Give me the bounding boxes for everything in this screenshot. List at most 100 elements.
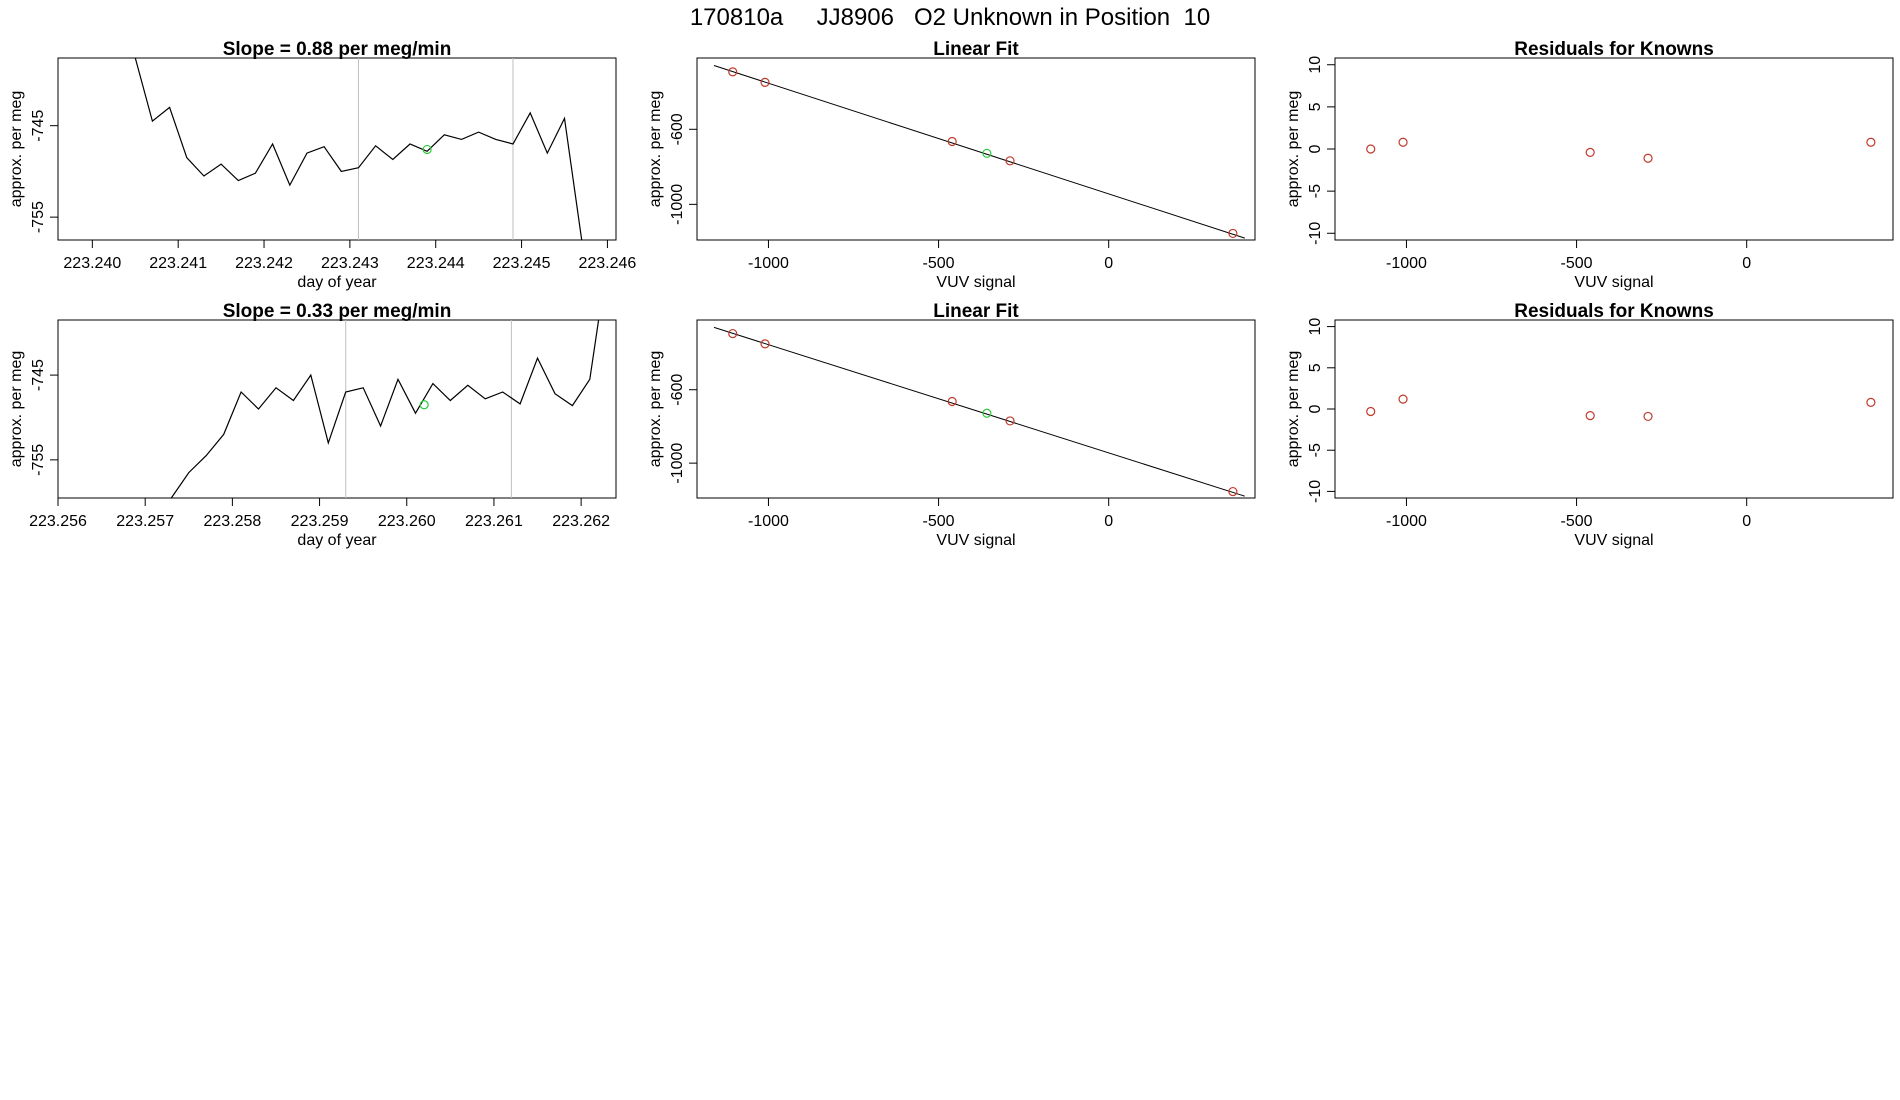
- y-axis-label: approx. per meg: [1285, 351, 1302, 468]
- panel-5: Linear Fit -1000 -500 0 -600 -1000 VUV signal a…: [647, 301, 1256, 549]
- y-axis-label: approx. per meg: [1285, 91, 1302, 208]
- x-tick-label: 223.258: [203, 513, 261, 530]
- y-tick-label: -10: [1307, 480, 1324, 503]
- plot-area: [1366, 137, 1876, 163]
- plot-area: [713, 326, 1245, 497]
- x-axis-label: VUV signal: [936, 532, 1015, 549]
- panel-title: Residuals for Knowns: [1514, 301, 1714, 322]
- panel-1: Slope = 0.88 per meg/min 223.240 223.241 22…: [8, 39, 636, 291]
- panel-4: Slope = 0.33 per meg/min 223.256 223.257 22…: [8, 301, 617, 549]
- known-point: [947, 136, 957, 147]
- x-tick-label: 223.240: [63, 255, 121, 272]
- known-point: [1228, 228, 1238, 239]
- known-point: [760, 77, 770, 87]
- plot-frame: [57, 319, 617, 499]
- x-axis-label: VUV signal: [1574, 274, 1653, 291]
- x-tick-label: -1000: [1386, 513, 1427, 530]
- y-tick-label: -755: [30, 201, 47, 233]
- plot-frame: [696, 57, 1256, 241]
- x-tick-label: 0: [1742, 255, 1751, 272]
- y-tick-label: 5: [1307, 102, 1324, 111]
- unknown-point: [982, 408, 992, 418]
- known-point: [1585, 410, 1595, 421]
- panel-title: Slope = 0.33 per meg/min: [223, 301, 452, 322]
- plot-area: [1366, 394, 1876, 422]
- unknown-point: [419, 400, 429, 410]
- y-tick-label: 10: [1307, 318, 1324, 336]
- x-tick-label: -500: [1561, 255, 1593, 272]
- known-point: [1643, 411, 1653, 422]
- fit-line: [713, 65, 1245, 239]
- x-tick-label: 223.246: [578, 255, 636, 272]
- x-tick-label: 223.261: [465, 513, 523, 530]
- x-tick-label: 223.245: [493, 255, 551, 272]
- x-axis-label: day of year: [297, 274, 377, 291]
- known-point: [728, 328, 738, 339]
- x-tick-label: 223.260: [378, 513, 436, 530]
- known-point: [1398, 394, 1408, 404]
- known-point: [1005, 416, 1015, 426]
- x-tick-label: 223.243: [321, 255, 379, 272]
- y-tick-label: -10: [1307, 222, 1324, 245]
- x-tick-label: -1000: [1386, 255, 1427, 272]
- known-point: [760, 339, 770, 349]
- x-tick-label: 0: [1104, 513, 1113, 530]
- known-point: [1585, 147, 1595, 157]
- known-point: [1398, 137, 1408, 147]
- x-tick-label: 223.257: [116, 513, 174, 530]
- x-tick-label: 223.244: [407, 255, 465, 272]
- y-tick-label: -600: [669, 113, 686, 145]
- plot-area: [134, 58, 583, 240]
- x-tick-label: 223.256: [29, 513, 87, 530]
- known-point: [1228, 486, 1238, 497]
- plot-area: [713, 65, 1245, 239]
- known-point: [1866, 137, 1876, 147]
- unknown-point: [982, 148, 992, 158]
- x-tick-label: 223.242: [235, 255, 293, 272]
- x-tick-label: -500: [1561, 513, 1593, 530]
- panel-6: Residuals for Knowns -1000 -500 0 10 5 0 -5 -10 V…: [1285, 301, 1894, 549]
- x-tick-label: 223.262: [552, 513, 610, 530]
- y-axis-label: approx. per meg: [647, 351, 664, 468]
- y-tick-label: -745: [30, 359, 47, 391]
- plot-area: [170, 320, 600, 498]
- x-axis-label: VUV signal: [936, 274, 1015, 291]
- panel-title: Residuals for Knowns: [1514, 39, 1714, 60]
- known-point: [947, 396, 957, 407]
- known-point: [728, 67, 738, 77]
- x-tick-label: -500: [923, 255, 955, 272]
- known-point: [1366, 144, 1376, 154]
- panel-title: Linear Fit: [933, 301, 1019, 322]
- page-title: 170810a JJ8906 O2 Unknown in Position 10: [689, 4, 1211, 31]
- y-tick-label: -1000: [669, 443, 686, 484]
- plot-frame: [57, 57, 617, 241]
- known-point: [1366, 406, 1376, 417]
- y-tick-label: -5: [1307, 184, 1324, 198]
- y-tick-label: 5: [1307, 363, 1324, 372]
- panel-2: Linear Fit -1000 -500 0 -600 -1000 VUV signal a…: [647, 39, 1256, 291]
- plot-frame: [1334, 57, 1894, 241]
- x-tick-label: 223.259: [291, 513, 349, 530]
- series-line: [134, 58, 583, 240]
- known-point: [1866, 397, 1876, 408]
- known-point: [1005, 156, 1015, 166]
- y-tick-label: -5: [1307, 443, 1324, 457]
- y-tick-label: 0: [1307, 144, 1324, 153]
- plot-frame: [696, 319, 1256, 499]
- series-line: [170, 320, 600, 498]
- x-tick-label: -500: [923, 513, 955, 530]
- panel-3: Residuals for Knowns -1000 -500 0 10 5 0 -5 -10 V…: [1285, 39, 1894, 291]
- y-axis-label: approx. per meg: [647, 91, 664, 208]
- y-tick-label: 10: [1307, 56, 1324, 74]
- y-tick-label: -1000: [669, 184, 686, 225]
- panel-title: Slope = 0.88 per meg/min: [223, 39, 452, 60]
- x-axis-label: VUV signal: [1574, 532, 1653, 549]
- x-tick-label: -1000: [748, 513, 789, 530]
- y-tick-label: 0: [1307, 404, 1324, 413]
- y-axis-label: approx. per meg: [8, 91, 25, 208]
- x-tick-label: 0: [1104, 255, 1113, 272]
- x-axis-label: day of year: [297, 532, 377, 549]
- fit-line: [713, 326, 1245, 497]
- y-tick-label: -755: [30, 444, 47, 476]
